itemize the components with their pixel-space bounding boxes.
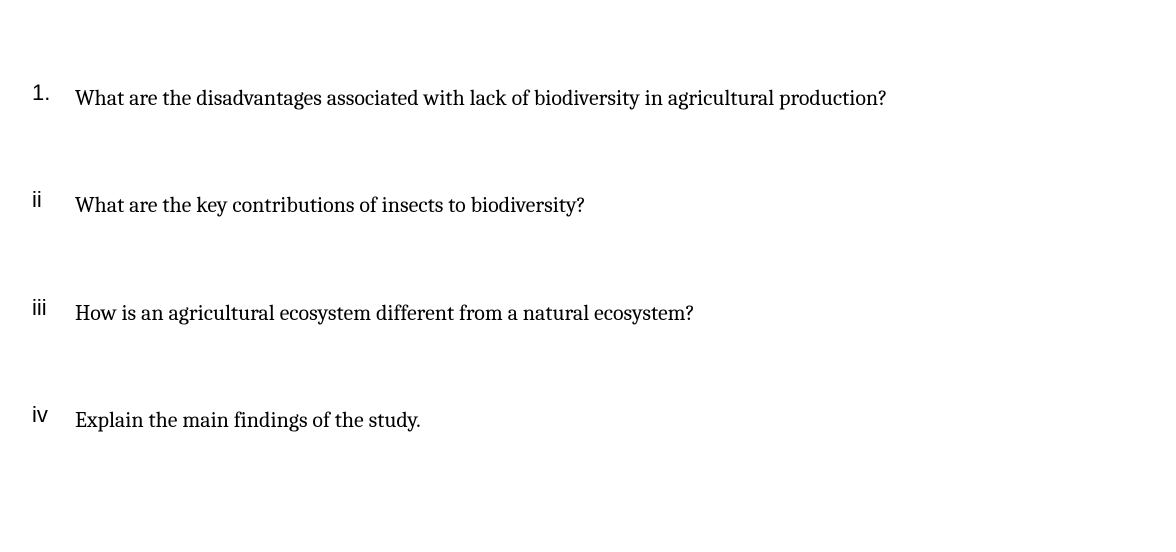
question-text: Explain the main findings of the study.	[75, 402, 1136, 439]
question-item: iv Explain the main findings of the stud…	[20, 402, 1136, 439]
question-item: iii How is an agricultural ecosystem dif…	[20, 295, 1136, 332]
question-marker: iii	[20, 295, 75, 321]
question-marker: 1.	[20, 80, 75, 106]
question-marker: ii	[20, 187, 75, 213]
question-list: 1. What are the disadvantages associated…	[20, 20, 1136, 440]
question-item: 1. What are the disadvantages associated…	[20, 80, 1136, 117]
question-text: What are the disadvantages associated wi…	[75, 80, 1136, 117]
question-text: How is an agricultural ecosystem differe…	[75, 295, 1136, 332]
question-item: ii What are the key contributions of ins…	[20, 187, 1136, 224]
question-text: What are the key contributions of insect…	[75, 187, 1136, 224]
question-marker: iv	[20, 402, 75, 428]
